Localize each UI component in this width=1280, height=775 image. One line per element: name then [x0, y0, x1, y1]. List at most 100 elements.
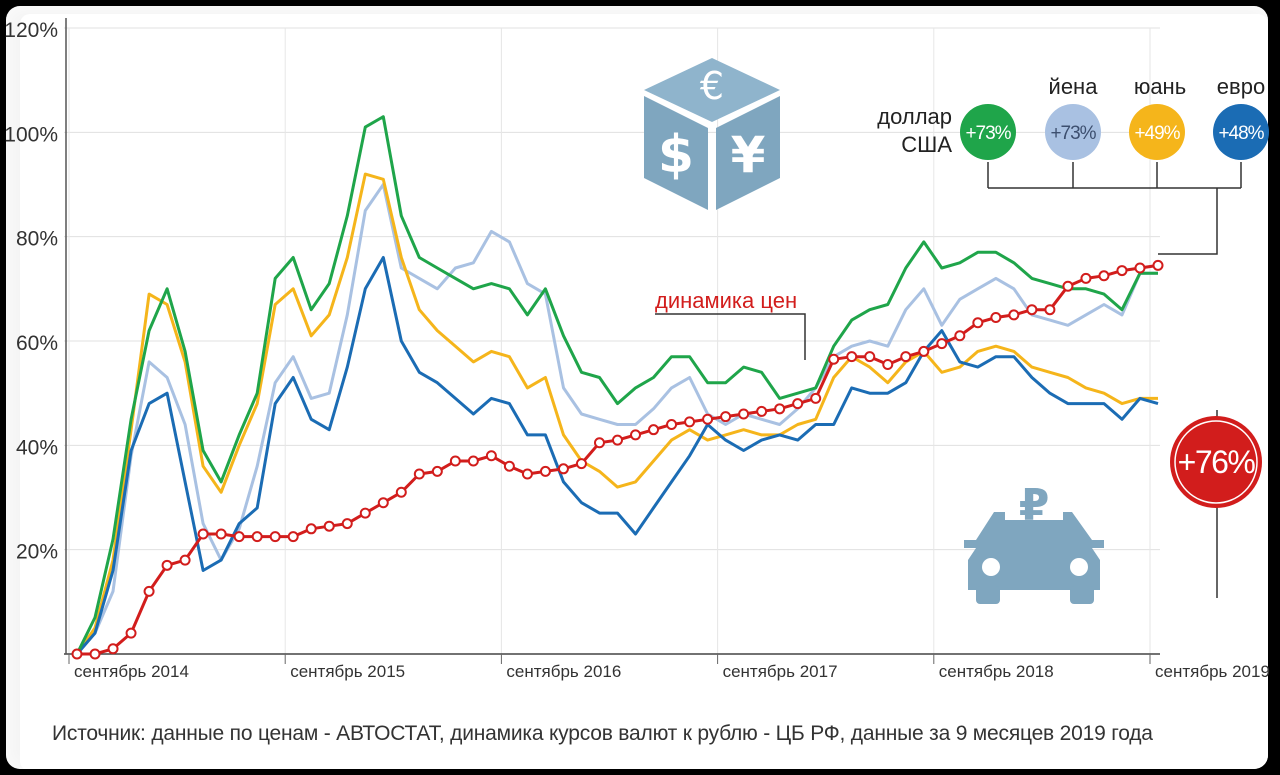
price-point: [377, 497, 389, 509]
price-point: [557, 463, 569, 475]
price-point: [503, 460, 515, 472]
price-point: [774, 403, 786, 415]
price-point: [702, 413, 714, 425]
price-point: [125, 627, 137, 639]
x-tick-label: сентябрь 2016: [506, 662, 621, 681]
x-tick-label: сентябрь 2017: [723, 662, 838, 681]
price-point: [990, 312, 1002, 324]
series-line-0: [75, 115, 1158, 655]
price-point: [756, 405, 768, 417]
price-point: [630, 429, 642, 441]
price-point: [575, 458, 587, 470]
price-point: [395, 486, 407, 498]
price-point: [539, 465, 551, 477]
price-point: [828, 353, 840, 365]
x-axis: сентябрь 2014 сентябрь 2015 сентябрь 2016 с…: [68, 654, 1270, 681]
y-axis: 120% 100% 80% 60% 40% 20%: [4, 18, 1160, 655]
price-point: [936, 338, 948, 350]
series-line-3: [75, 256, 1159, 655]
legend-badge: [960, 104, 1016, 160]
y-tick-label: 60%: [16, 332, 58, 355]
price-point: [612, 434, 623, 446]
price-point: [1080, 272, 1092, 284]
price-point: [792, 398, 804, 410]
y-tick-label: 20%: [16, 541, 58, 564]
price-series-label: динамика цен: [655, 288, 797, 313]
price-point: [864, 351, 876, 363]
legend-label: юань: [1134, 74, 1186, 99]
price-badge-ring: [1174, 420, 1258, 504]
price-point: [143, 585, 155, 597]
cube-symbol-yen: ¥: [731, 126, 766, 184]
price-point: [882, 358, 894, 370]
price-badge-value: +76%: [1178, 444, 1256, 480]
price-point: [1152, 259, 1164, 271]
price-point: [954, 330, 966, 342]
legend-badge-value: +48%: [1218, 123, 1264, 144]
y-tick-label: 100%: [4, 123, 58, 146]
price-point: [161, 559, 173, 571]
price-point: [666, 418, 678, 430]
car-ruble-icon: ₽: [964, 480, 1104, 604]
x-tick-label: сентябрь 2018: [939, 662, 1054, 681]
legend-badge: [1213, 104, 1269, 160]
price-point: [449, 455, 461, 467]
price-label-pointer: [655, 313, 806, 360]
price-point: [846, 351, 858, 363]
price-point: [485, 450, 497, 462]
price-point: [684, 416, 696, 428]
source-note: Источник: данные по ценам - АВТОСТАТ, ди…: [52, 722, 1153, 745]
price-point: [287, 531, 299, 543]
price-point: [359, 507, 371, 519]
price-point: [467, 455, 479, 467]
price-point: [341, 518, 353, 530]
y-tick-label: 120%: [4, 19, 58, 42]
x-tick-label: сентябрь 2019: [1155, 662, 1270, 681]
price-point: [269, 531, 281, 543]
price-point: [1044, 304, 1056, 316]
legend-label: США: [901, 132, 952, 157]
annotations: динамика цен +76%: [655, 288, 1262, 598]
y-tick-label: 40%: [16, 436, 58, 459]
price-point: [305, 523, 317, 535]
legend-badge-value: +73%: [965, 123, 1011, 144]
series-line-2: [75, 172, 1158, 655]
price-point: [1098, 270, 1110, 282]
x-tick-label: сентябрь 2014: [74, 662, 189, 681]
price-point: [738, 408, 750, 420]
price-point: [900, 351, 912, 363]
price-point: [1134, 262, 1146, 274]
price-point: [233, 531, 245, 543]
cube-symbol-dollar: $: [658, 125, 694, 185]
y-tick-label: 80%: [16, 228, 58, 251]
price-point: [215, 528, 227, 540]
price-point: [918, 345, 930, 357]
series-line-1: [75, 183, 1158, 655]
price-point: [521, 468, 533, 480]
legend-label: доллар: [877, 104, 952, 129]
price-point: [593, 437, 605, 449]
legend-label: йена: [1049, 74, 1099, 99]
price-point: [71, 648, 83, 660]
legend-label: евро: [1217, 74, 1265, 99]
currency-cube-icon: € $ ¥: [644, 58, 780, 210]
price-point: [1116, 265, 1128, 277]
price-point: [810, 392, 822, 404]
price-point: [972, 317, 984, 329]
legend-badge: [1129, 104, 1185, 160]
price-point: [197, 528, 209, 540]
price-point: [251, 531, 263, 543]
price-point: [89, 648, 101, 660]
price-point: [431, 465, 443, 477]
price-point: [413, 468, 425, 480]
price-point: [648, 424, 660, 436]
price-point: [179, 554, 191, 566]
series-group: [71, 115, 1164, 660]
cube-symbol-euro: €: [700, 64, 724, 108]
legend-badge: [1045, 104, 1101, 160]
price-point: [1026, 304, 1038, 316]
price-point: [107, 643, 119, 655]
legend-pointer: [1158, 188, 1218, 255]
price-badge: [1170, 416, 1262, 508]
